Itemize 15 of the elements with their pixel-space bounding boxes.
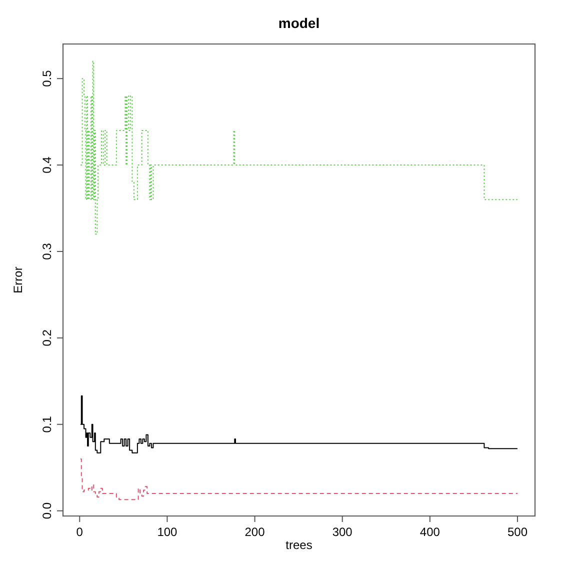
x-tick-label: 400 [420, 525, 440, 539]
y-tick-label: 0.3 [40, 242, 54, 260]
y-tick-label: 0.0 [40, 502, 54, 520]
x-tick-label: 300 [332, 525, 353, 539]
x-tick-label: 100 [157, 525, 178, 539]
y-tick-label: 0.4 [40, 156, 54, 174]
y-tick-label: 0.1 [40, 416, 54, 433]
y-tick-label: 0.5 [40, 70, 54, 87]
x-axis-title: trees [286, 538, 312, 552]
y-axis-title: Error [11, 266, 25, 294]
chart-title: model [278, 15, 320, 31]
x-tick-label: 0 [76, 525, 84, 539]
x-tick-label: 200 [244, 525, 266, 539]
y-tick-label: 0.2 [40, 329, 54, 346]
x-tick-label: 500 [507, 525, 528, 539]
